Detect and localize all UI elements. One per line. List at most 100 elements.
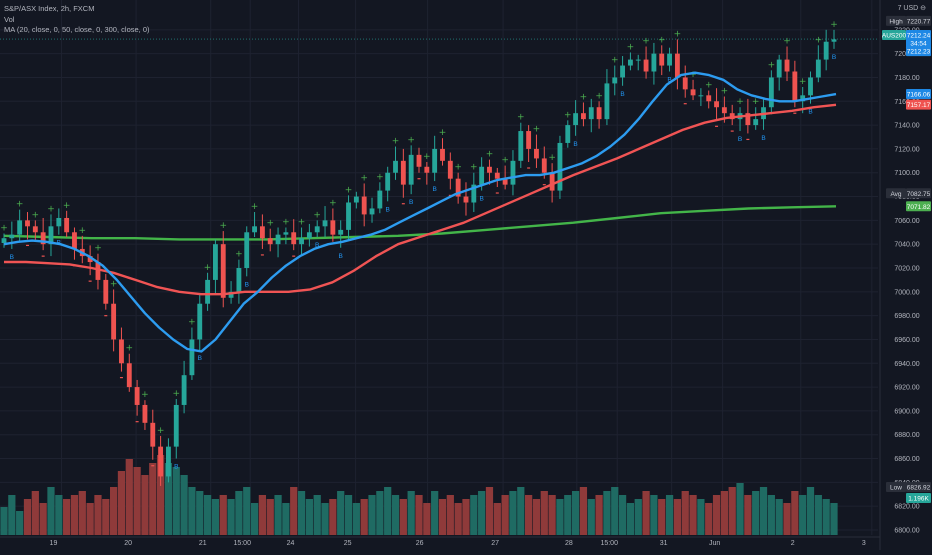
- high-value-bg: [906, 15, 931, 26]
- plus-marker: +: [219, 221, 227, 231]
- candle-body: [103, 279, 109, 304]
- x-tick-label: 24: [287, 540, 295, 547]
- candle-body: [831, 39, 837, 42]
- b-marker: B: [409, 199, 413, 206]
- moving-average-indicator-label[interactable]: MA (20, close, 0, 50, close, 0, 300, clo…: [4, 25, 150, 34]
- plus-marker: +: [548, 153, 556, 163]
- candle-body: [518, 131, 524, 161]
- candle-body: [487, 166, 492, 173]
- volume-bar: [156, 455, 165, 535]
- candle-body: [9, 234, 15, 239]
- b-marker: B: [10, 254, 14, 261]
- y-tick-label: 6820.00: [894, 504, 919, 511]
- plus-marker: +: [439, 128, 447, 138]
- ma300-value-bg: [906, 201, 931, 212]
- candle-body: [95, 262, 101, 280]
- volume-bar: [180, 475, 188, 535]
- volume-bar: [376, 491, 384, 535]
- volume-bar: [822, 499, 830, 535]
- candle-body: [393, 160, 398, 173]
- candle-body: [72, 232, 77, 249]
- volume-bar: [203, 495, 212, 535]
- y-tick-label: 6900.00: [894, 408, 919, 415]
- b-marker: B: [245, 281, 249, 288]
- volume-bar: [571, 491, 580, 535]
- low-label: Low: [890, 485, 902, 492]
- volume-bar: [673, 499, 682, 535]
- y-tick-label: 6800.00: [894, 528, 919, 535]
- candle-body: [197, 303, 203, 340]
- y-tick-label: 6860.00: [894, 456, 919, 463]
- volume-bar: [658, 499, 666, 535]
- b-marker: B: [198, 355, 202, 362]
- plus-marker: +: [251, 202, 259, 212]
- volume-bar: [634, 499, 642, 535]
- currency-label[interactable]: 7 USD ⊖: [897, 5, 926, 12]
- volume-bar: [0, 507, 8, 535]
- avg-label: Avg: [890, 191, 901, 198]
- x-tick-label: 2: [791, 540, 795, 547]
- y-tick-label: 7100.00: [894, 170, 919, 177]
- plus-marker: +: [313, 210, 321, 220]
- symbol-value: 7212.24: [907, 33, 931, 40]
- x-tick-label: 15:00: [233, 540, 251, 547]
- y-tick-label: 7140.00: [894, 123, 919, 130]
- volume-indicator-label[interactable]: Vol: [4, 14, 15, 24]
- candle-body: [721, 107, 727, 114]
- plus-marker: +: [204, 263, 212, 273]
- plus-marker: +: [486, 150, 494, 160]
- plus-marker: +: [580, 92, 588, 102]
- plus-marker: +: [63, 201, 71, 211]
- volume-bar: [313, 495, 321, 535]
- candle-body: [111, 303, 117, 340]
- x-tick-label: 26: [416, 540, 424, 547]
- volume-bar: [423, 503, 431, 535]
- candle-body: [643, 59, 649, 72]
- candle-body: [549, 172, 555, 191]
- plus-marker: +: [783, 36, 791, 46]
- volume-bar: [681, 491, 689, 535]
- volume-bar: [438, 499, 447, 535]
- volume-bar: [806, 487, 815, 535]
- y-tick-label: 6980.00: [894, 313, 919, 320]
- volume-bar: [564, 495, 572, 535]
- b-marker: B: [339, 253, 343, 260]
- plus-marker: +: [595, 91, 603, 101]
- candle-body: [25, 220, 30, 227]
- plus-marker: +: [266, 219, 274, 229]
- volume-bar: [532, 499, 541, 535]
- candle-body: [220, 244, 226, 298]
- candle-body: [823, 41, 829, 60]
- volume-bar: [55, 495, 63, 535]
- x-tick-label: 3: [862, 540, 866, 547]
- symbol-value-bg: [906, 30, 931, 41]
- plus-marker: +: [360, 173, 368, 183]
- ma20-line: [3, 71, 837, 353]
- candle-body: [416, 154, 422, 167]
- candle-body: [299, 238, 304, 245]
- candle-body: [48, 226, 54, 245]
- candle-body: [424, 166, 430, 173]
- b-marker: B: [315, 242, 319, 249]
- plus-marker: +: [79, 226, 87, 236]
- avg-value: 7082.75: [907, 191, 931, 198]
- candle-body: [815, 59, 821, 78]
- y-tick-label: 7060.00: [894, 218, 919, 225]
- candle-body: [541, 158, 547, 173]
- volume-bar: [618, 495, 627, 535]
- plus-marker: +: [799, 77, 807, 87]
- volume-bar: [446, 495, 454, 535]
- volume-bar: [454, 503, 462, 535]
- volume-bar: [650, 495, 658, 535]
- plus-marker: +: [642, 36, 650, 46]
- plus-marker: +: [674, 29, 682, 39]
- x-tick-label: Jun: [709, 540, 720, 547]
- volume-bar: [141, 475, 149, 535]
- candle-body: [674, 53, 680, 78]
- volume-bar: [470, 495, 478, 535]
- volume-bar: [211, 499, 220, 535]
- volume-bar: [164, 463, 173, 535]
- y-tick-label: 7120.00: [894, 146, 919, 153]
